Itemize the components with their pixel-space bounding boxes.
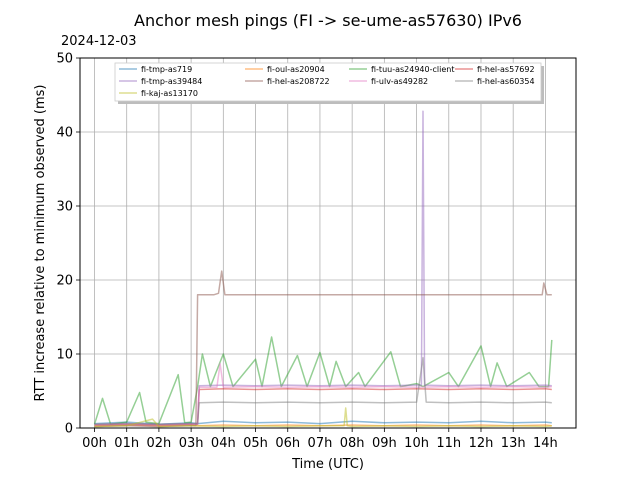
x-tick-label: 12h	[469, 436, 494, 451]
series-layer	[93, 110, 553, 428]
x-tick-label: 06h	[275, 436, 300, 451]
legend-item: fi-hel-as208722	[245, 77, 330, 86]
legend-item: fi-tmp-as39484	[119, 77, 202, 86]
y-axis-ticks: 0 10 20 30 40 50	[56, 52, 80, 437]
grid-layer	[80, 57, 576, 429]
legend-label: fi-tmp-as39484	[141, 77, 202, 86]
legend-item: fi-hel-as57692	[455, 65, 535, 74]
legend-item: fi-oul-as20904	[245, 65, 325, 74]
legend-label: fi-tuu-as24940-client	[371, 65, 454, 74]
x-tick-label: 09h	[372, 436, 397, 451]
x-tick-label: 10h	[404, 436, 429, 451]
x-tick-label: 02h	[147, 436, 172, 451]
x-tick-label: 13h	[501, 436, 526, 451]
legend-label: fi-oul-as20904	[267, 65, 325, 74]
legend-item: fi-kaj-as13170	[119, 89, 198, 98]
x-tick-label: 05h	[243, 436, 268, 451]
legend-label: fi-hel-as57692	[477, 65, 535, 74]
y-tick-label: 50	[56, 52, 73, 67]
y-tick-label: 20	[56, 274, 73, 289]
series-line-fi-kaj-as13170	[94, 407, 552, 428]
legend-label: fi-kaj-as13170	[141, 89, 198, 98]
legend-item: fi-tmp-as719	[119, 65, 192, 74]
y-tick-label: 0	[65, 422, 73, 437]
legend-label: fi-hel-as208722	[267, 77, 330, 86]
x-tick-label: 14h	[533, 436, 558, 451]
y-tick-label: 40	[56, 126, 73, 141]
legend-label: fi-ulv-as49282	[371, 77, 428, 86]
date-label: 2024-12-03	[61, 34, 137, 49]
x-tick-label: 11h	[436, 436, 461, 451]
y-tick-label: 10	[56, 348, 73, 363]
x-axis-label: Time (UTC)	[291, 457, 364, 472]
series-line-fi-hel-as60354	[94, 356, 552, 426]
x-tick-label: 01h	[114, 436, 139, 451]
chart-title: Anchor mesh pings (FI -> se-ume-as57630)…	[134, 11, 522, 30]
legend-item: fi-hel-as60354	[455, 77, 535, 86]
legend: fi-tmp-as719 fi-oul-as20904 fi-tuu-as24940…	[114, 62, 544, 104]
x-axis-ticks: 00h 01h 02h 03h 04h 05h 06h 07h 08h 09h 10h 11h 12h 1…	[82, 428, 558, 451]
x-tick-label: 07h	[308, 436, 333, 451]
legend-item: fi-ulv-as49282	[349, 77, 428, 86]
legend-label: fi-hel-as60354	[477, 77, 535, 86]
x-tick-label: 03h	[179, 436, 204, 451]
legend-label: fi-tmp-as719	[141, 65, 192, 74]
x-tick-label: 00h	[82, 436, 107, 451]
y-axis-label: RTT increase relative to minimum observe…	[33, 85, 48, 402]
x-tick-label: 08h	[340, 436, 365, 451]
plot-frame	[79, 57, 577, 429]
y-tick-label: 30	[56, 200, 73, 215]
x-tick-label: 04h	[211, 436, 236, 451]
legend-item: fi-tuu-as24940-client	[349, 65, 454, 74]
